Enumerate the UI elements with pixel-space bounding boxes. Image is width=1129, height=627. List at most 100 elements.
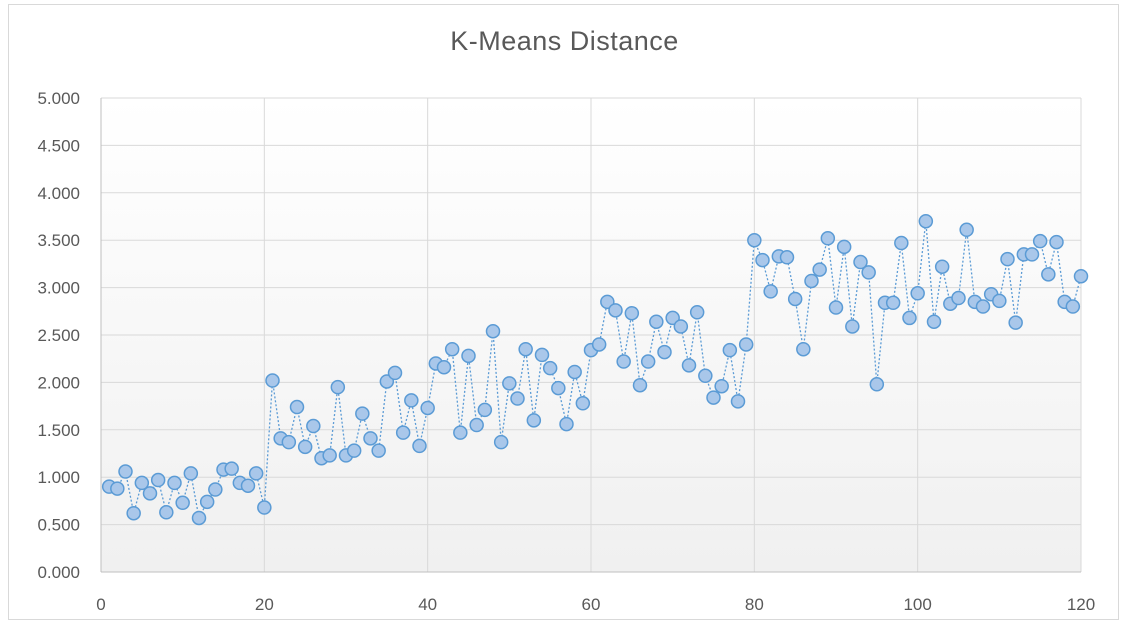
data-point bbox=[836, 239, 852, 255]
data-point bbox=[1024, 247, 1040, 262]
data-point bbox=[387, 365, 403, 381]
data-point bbox=[902, 310, 917, 326]
data-point bbox=[126, 505, 141, 521]
y-tick-label: 3.500 bbox=[37, 231, 80, 250]
data-point bbox=[289, 399, 305, 415]
axes bbox=[100, 98, 1081, 573]
data-point bbox=[167, 475, 182, 491]
data-point bbox=[224, 461, 239, 476]
data-point bbox=[640, 354, 656, 369]
data-point bbox=[804, 273, 819, 289]
data-point bbox=[510, 391, 525, 406]
data-point bbox=[657, 344, 672, 360]
y-tick-label: 2.500 bbox=[37, 326, 80, 345]
data-point bbox=[208, 482, 223, 497]
data-point bbox=[738, 337, 754, 352]
x-tick-label: 100 bbox=[903, 595, 931, 614]
data-point bbox=[959, 222, 974, 238]
data-point bbox=[485, 323, 501, 339]
data-point bbox=[951, 290, 966, 306]
data-point bbox=[1041, 267, 1056, 282]
data-point bbox=[894, 235, 909, 251]
data-point bbox=[248, 466, 264, 481]
data-point bbox=[346, 443, 362, 458]
data-point bbox=[265, 373, 280, 388]
data-point bbox=[306, 418, 321, 434]
data-point bbox=[755, 252, 770, 268]
data-series bbox=[101, 213, 1089, 526]
data-point bbox=[910, 286, 925, 301]
data-point bbox=[918, 213, 934, 229]
data-point bbox=[992, 293, 1007, 309]
data-point bbox=[159, 505, 174, 520]
data-point bbox=[526, 413, 542, 428]
y-tick-label: 0.000 bbox=[37, 563, 80, 582]
data-point bbox=[624, 305, 640, 321]
data-point bbox=[779, 250, 795, 265]
data-point bbox=[861, 265, 876, 280]
data-point bbox=[926, 314, 942, 329]
tick-labels: 0.000 0.500 1.000 1.500 2.000 2.500 3.000 3.500… bbox=[37, 89, 1095, 614]
data-point bbox=[412, 438, 427, 454]
y-tick-label: 4.500 bbox=[37, 136, 80, 155]
x-tick-label: 40 bbox=[418, 595, 437, 614]
data-point bbox=[134, 475, 150, 491]
y-tick-label: 5.000 bbox=[37, 89, 80, 108]
y-tick-label: 1.500 bbox=[37, 421, 80, 440]
gridlines bbox=[101, 97, 1082, 572]
data-point bbox=[559, 416, 574, 432]
data-point bbox=[371, 443, 386, 458]
data-point bbox=[1073, 268, 1089, 284]
data-point bbox=[845, 319, 860, 334]
data-point bbox=[608, 303, 623, 318]
data-point bbox=[869, 377, 885, 392]
data-point bbox=[404, 393, 419, 408]
data-point bbox=[1032, 233, 1048, 249]
data-point bbox=[297, 439, 313, 455]
data-point bbox=[796, 341, 811, 357]
data-point bbox=[1008, 315, 1023, 330]
data-point bbox=[395, 425, 411, 440]
chart-title: K-Means Distance bbox=[450, 26, 679, 56]
data-point bbox=[1065, 299, 1081, 314]
data-point bbox=[240, 478, 256, 493]
y-tick-label: 1.000 bbox=[37, 468, 80, 487]
data-point bbox=[420, 400, 435, 416]
y-tick-label: 2.000 bbox=[37, 373, 80, 392]
data-point bbox=[714, 378, 729, 394]
data-point bbox=[551, 380, 566, 396]
data-point bbox=[747, 232, 762, 248]
data-point bbox=[175, 495, 190, 511]
data-point bbox=[330, 379, 346, 395]
data-point bbox=[787, 291, 803, 307]
data-point bbox=[542, 360, 558, 376]
y-tick-label: 4.000 bbox=[37, 184, 80, 203]
data-point bbox=[591, 337, 607, 352]
data-point bbox=[722, 342, 738, 358]
data-point bbox=[322, 448, 337, 463]
data-point bbox=[853, 254, 868, 270]
data-point bbox=[885, 295, 901, 311]
data-point bbox=[518, 341, 533, 357]
data-point bbox=[673, 319, 689, 334]
data-point bbox=[828, 300, 844, 315]
data-point bbox=[191, 510, 207, 526]
data-point bbox=[281, 434, 297, 450]
data-point bbox=[698, 368, 713, 384]
data-point bbox=[763, 284, 778, 299]
data-point bbox=[453, 425, 468, 440]
data-point bbox=[616, 354, 631, 369]
data-point bbox=[461, 348, 476, 364]
data-point bbox=[706, 390, 721, 405]
data-point bbox=[257, 500, 272, 515]
data-point bbox=[444, 341, 460, 357]
data-point bbox=[649, 314, 664, 329]
data-point bbox=[183, 466, 199, 481]
data-point bbox=[689, 304, 705, 320]
x-tick-label: 60 bbox=[582, 595, 601, 614]
x-tick-label: 20 bbox=[255, 595, 274, 614]
data-point bbox=[1049, 234, 1064, 250]
data-point bbox=[934, 259, 950, 274]
data-point bbox=[632, 377, 648, 393]
data-point bbox=[469, 417, 484, 433]
